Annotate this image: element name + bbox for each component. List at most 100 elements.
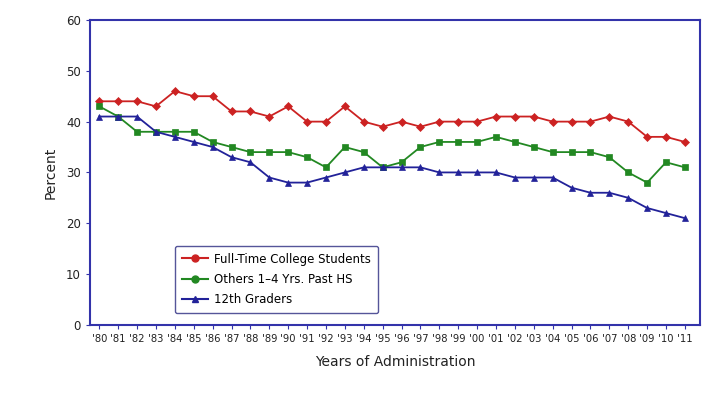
Full-Time College Students: [227, 109, 236, 114]
Legend: Full-Time College Students, Others 1–4 Yrs. Past HS, 12th Graders: Full-Time College Students, Others 1–4 Y…: [175, 246, 378, 313]
12th Graders: [133, 114, 142, 119]
Others 1–4 Yrs. Past HS: [171, 129, 179, 134]
Full-Time College Students: [548, 119, 557, 124]
12th Graders: [492, 170, 500, 175]
Y-axis label: Percent: Percent: [44, 146, 58, 198]
12th Graders: [681, 216, 689, 220]
12th Graders: [435, 170, 443, 175]
12th Graders: [208, 145, 217, 150]
12th Graders: [171, 134, 179, 139]
12th Graders: [265, 175, 274, 180]
Full-Time College Students: [284, 104, 292, 109]
Others 1–4 Yrs. Past HS: [208, 140, 217, 144]
Full-Time College Students: [246, 109, 255, 114]
Others 1–4 Yrs. Past HS: [95, 104, 104, 109]
12th Graders: [511, 175, 519, 180]
12th Graders: [661, 211, 670, 216]
Others 1–4 Yrs. Past HS: [360, 150, 368, 154]
12th Graders: [643, 206, 651, 210]
12th Graders: [605, 190, 613, 195]
Others 1–4 Yrs. Past HS: [265, 150, 274, 154]
12th Graders: [95, 114, 104, 119]
Full-Time College Students: [473, 119, 481, 124]
Full-Time College Students: [360, 119, 368, 124]
Full-Time College Students: [95, 99, 104, 104]
Full-Time College Students: [340, 104, 349, 109]
Others 1–4 Yrs. Past HS: [548, 150, 557, 154]
Others 1–4 Yrs. Past HS: [114, 114, 122, 119]
Line: 12th Graders: 12th Graders: [97, 114, 688, 221]
Others 1–4 Yrs. Past HS: [624, 170, 633, 175]
Full-Time College Students: [567, 119, 576, 124]
Others 1–4 Yrs. Past HS: [661, 160, 670, 165]
Full-Time College Students: [152, 104, 160, 109]
Others 1–4 Yrs. Past HS: [605, 155, 613, 160]
Others 1–4 Yrs. Past HS: [643, 180, 651, 185]
X-axis label: Years of Administration: Years of Administration: [315, 355, 475, 369]
Full-Time College Students: [454, 119, 463, 124]
Others 1–4 Yrs. Past HS: [416, 145, 425, 150]
Full-Time College Students: [378, 124, 387, 129]
Others 1–4 Yrs. Past HS: [511, 140, 519, 144]
12th Graders: [114, 114, 122, 119]
Others 1–4 Yrs. Past HS: [586, 150, 595, 154]
Full-Time College Students: [661, 134, 670, 139]
12th Graders: [416, 165, 425, 170]
Others 1–4 Yrs. Past HS: [435, 140, 443, 144]
Others 1–4 Yrs. Past HS: [302, 155, 311, 160]
Full-Time College Students: [624, 119, 633, 124]
Full-Time College Students: [511, 114, 519, 119]
12th Graders: [227, 155, 236, 160]
Others 1–4 Yrs. Past HS: [454, 140, 463, 144]
12th Graders: [360, 165, 368, 170]
12th Graders: [378, 165, 387, 170]
12th Graders: [398, 165, 406, 170]
12th Graders: [152, 129, 160, 134]
Others 1–4 Yrs. Past HS: [152, 129, 160, 134]
Full-Time College Students: [322, 119, 330, 124]
Full-Time College Students: [265, 114, 274, 119]
Full-Time College Students: [302, 119, 311, 124]
Full-Time College Students: [492, 114, 500, 119]
12th Graders: [302, 180, 311, 185]
12th Graders: [246, 160, 255, 165]
Full-Time College Students: [586, 119, 595, 124]
Others 1–4 Yrs. Past HS: [530, 145, 538, 150]
Full-Time College Students: [605, 114, 613, 119]
Others 1–4 Yrs. Past HS: [378, 165, 387, 170]
Full-Time College Students: [435, 119, 443, 124]
Others 1–4 Yrs. Past HS: [133, 129, 142, 134]
Full-Time College Students: [643, 134, 651, 139]
12th Graders: [624, 196, 633, 200]
12th Graders: [322, 175, 330, 180]
Others 1–4 Yrs. Past HS: [322, 165, 330, 170]
Full-Time College Students: [681, 140, 689, 144]
Full-Time College Students: [114, 99, 122, 104]
Others 1–4 Yrs. Past HS: [473, 140, 481, 144]
12th Graders: [567, 185, 576, 190]
Others 1–4 Yrs. Past HS: [227, 145, 236, 150]
Others 1–4 Yrs. Past HS: [284, 150, 292, 154]
12th Graders: [340, 170, 349, 175]
Line: Others 1–4 Yrs. Past HS: Others 1–4 Yrs. Past HS: [97, 104, 688, 185]
Line: Full-Time College Students: Full-Time College Students: [97, 88, 688, 145]
12th Graders: [284, 180, 292, 185]
Full-Time College Students: [208, 94, 217, 99]
Full-Time College Students: [171, 89, 179, 94]
12th Graders: [473, 170, 481, 175]
12th Graders: [189, 140, 198, 144]
12th Graders: [548, 175, 557, 180]
Others 1–4 Yrs. Past HS: [189, 129, 198, 134]
Full-Time College Students: [398, 119, 406, 124]
Full-Time College Students: [530, 114, 538, 119]
Others 1–4 Yrs. Past HS: [567, 150, 576, 154]
Others 1–4 Yrs. Past HS: [246, 150, 255, 154]
12th Graders: [586, 190, 595, 195]
Others 1–4 Yrs. Past HS: [398, 160, 406, 165]
12th Graders: [454, 170, 463, 175]
Others 1–4 Yrs. Past HS: [492, 134, 500, 139]
Others 1–4 Yrs. Past HS: [681, 165, 689, 170]
Full-Time College Students: [416, 124, 425, 129]
Others 1–4 Yrs. Past HS: [340, 145, 349, 150]
12th Graders: [530, 175, 538, 180]
